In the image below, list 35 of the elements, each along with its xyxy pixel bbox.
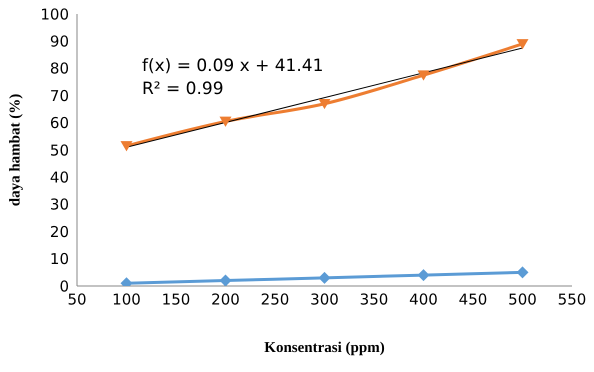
- x-tick-label: 50: [67, 290, 87, 309]
- point: [318, 272, 330, 284]
- point: [516, 39, 528, 50]
- y-tick-label: 20: [50, 222, 69, 241]
- x-tick-label: 350: [360, 290, 388, 309]
- y-tick-label: 0: [59, 277, 69, 296]
- y-tick-label: 80: [50, 60, 69, 78]
- y-tick-label: 40: [50, 168, 69, 187]
- point: [220, 116, 232, 127]
- y-tick-label: 60: [50, 114, 69, 132]
- annotation: f(x) = 0.09 x + 41.41: [142, 55, 324, 78]
- point: [318, 98, 330, 110]
- x-tick-label: 400: [409, 290, 438, 309]
- x-axis-title: Konsentrasi (ppm): [264, 340, 385, 356]
- y-tick-label: 100: [40, 5, 69, 24]
- x-tick-label: 550: [558, 290, 586, 309]
- y-tick-label: 90: [50, 32, 69, 51]
- x-tick-label: 300: [310, 290, 339, 309]
- point: [220, 274, 232, 286]
- y-tick-label: 50: [50, 141, 69, 160]
- y-tick-label: 10: [50, 250, 69, 268]
- point: [418, 70, 430, 81]
- x-tick-label: 200: [211, 290, 240, 309]
- annotation: R² = 0.99: [142, 78, 225, 101]
- x-tick-label: 100: [112, 290, 141, 309]
- y-axis-title: daya hambat (%): [7, 94, 24, 206]
- x-tick-label: 500: [508, 290, 537, 309]
- y-tick-label: 70: [50, 86, 69, 105]
- point: [516, 266, 528, 278]
- x-tick-label: 250: [260, 290, 290, 309]
- point: [120, 141, 132, 152]
- x-tick-label: 450: [458, 290, 488, 309]
- x-tick-label: 150: [162, 290, 190, 309]
- point: [418, 269, 430, 282]
- y-tick-label: 30: [50, 196, 69, 214]
